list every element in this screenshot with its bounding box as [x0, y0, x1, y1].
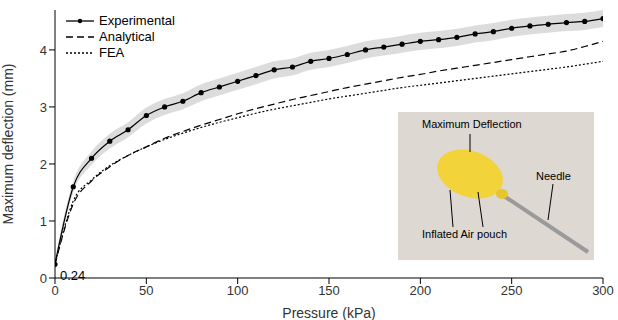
svg-text:4: 4 [40, 43, 47, 58]
html-text:FEA: FEA [99, 45, 125, 60]
html-text:Experimental: Experimental [99, 13, 175, 28]
html-text:Maximum Deflection: Maximum Deflection [422, 118, 522, 130]
svg-text:0: 0 [51, 283, 58, 298]
html-text:Needle: Needle [536, 170, 571, 182]
html-text:Inflated Air pouch: Inflated Air pouch [422, 228, 507, 240]
svg-text:Maximum deflection (mm): Maximum deflection (mm) [0, 63, 16, 224]
svg-text:2: 2 [40, 157, 47, 172]
svg-text:3: 3 [40, 100, 47, 115]
svg-text:150: 150 [318, 283, 340, 298]
svg-text:100: 100 [227, 283, 249, 298]
svg-text:250: 250 [501, 283, 523, 298]
svg-text:50: 50 [139, 283, 153, 298]
svg-text:200: 200 [409, 283, 431, 298]
svg-text:300: 300 [592, 283, 614, 298]
svg-text:0.24: 0.24 [60, 268, 85, 283]
html-text:Analytical: Analytical [99, 29, 155, 44]
svg-text:Pressure (kPa): Pressure (kPa) [282, 305, 375, 320]
svg-text:0: 0 [40, 271, 47, 286]
svg-text:1: 1 [40, 214, 47, 229]
